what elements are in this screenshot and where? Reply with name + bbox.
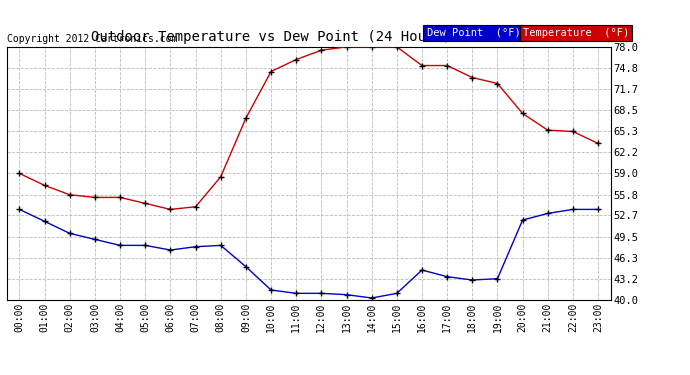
Title: Outdoor Temperature vs Dew Point (24 Hours) 20120818: Outdoor Temperature vs Dew Point (24 Hou… — [91, 30, 526, 44]
Text: Dew Point  (°F): Dew Point (°F) — [426, 28, 520, 38]
Text: Temperature  (°F): Temperature (°F) — [523, 28, 629, 38]
Text: Copyright 2012 Cartronics.com: Copyright 2012 Cartronics.com — [7, 34, 177, 44]
